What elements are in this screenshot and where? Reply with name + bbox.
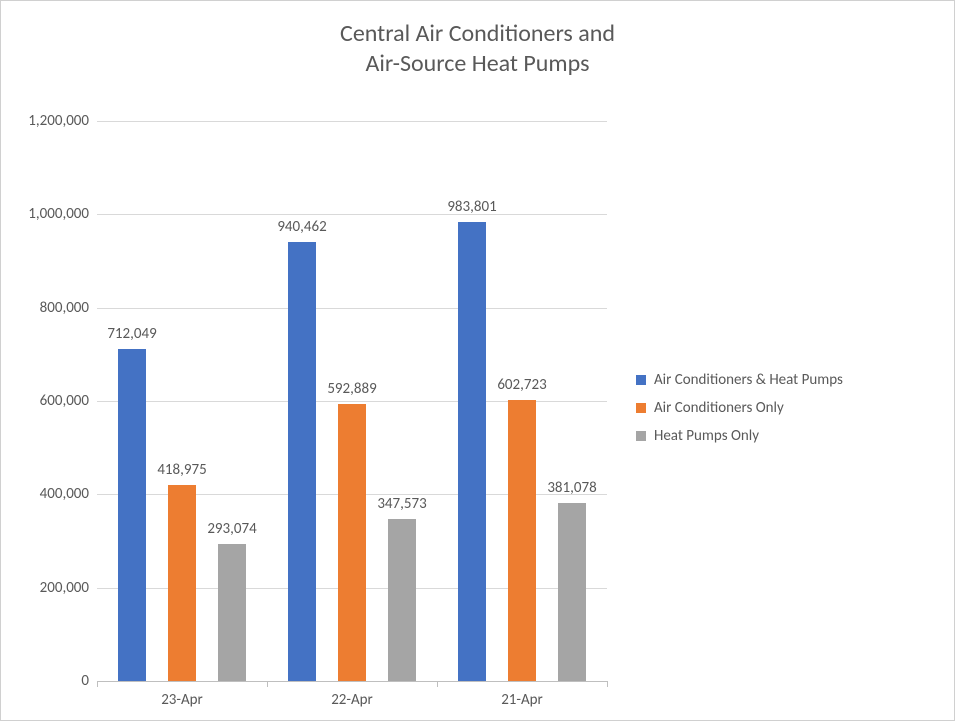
x-axis-tick (97, 681, 98, 687)
bar: 347,573 (388, 519, 416, 681)
y-axis-tick-label: 1,200,000 (28, 112, 97, 130)
bar-data-label: 602,723 (497, 376, 546, 400)
bar: 602,723 (508, 400, 536, 681)
chart-frame: Central Air Conditioners and Air-Source … (0, 0, 955, 721)
bar-data-label: 381,078 (547, 479, 596, 503)
bar: 940,462 (288, 242, 316, 681)
y-axis-tick-label: 400,000 (40, 485, 97, 503)
legend-swatch-ac-only (636, 403, 646, 413)
legend-item-hp-only: Heat Pumps Only (636, 427, 843, 445)
y-axis-tick-label: 800,000 (40, 299, 97, 317)
bar: 712,049 (118, 349, 146, 681)
legend-swatch-ac-and-hp (636, 375, 646, 385)
bar-data-label: 418,975 (157, 461, 206, 485)
y-axis-tick-label: 1,000,000 (28, 205, 97, 223)
x-axis-category-label: 23-Apr (161, 681, 203, 709)
bar: 381,078 (558, 503, 586, 681)
y-axis-tick-label: 200,000 (40, 579, 97, 597)
x-axis-tick (437, 681, 438, 687)
bar: 418,975 (168, 485, 196, 681)
y-axis-tick-label: 600,000 (40, 392, 97, 410)
bar: 592,889 (338, 404, 366, 681)
plot-area: 0200,000400,000600,000800,0001,000,0001,… (97, 121, 607, 681)
y-axis-tick-label: 0 (81, 672, 97, 690)
x-axis-tick (607, 681, 608, 687)
gridline (97, 308, 607, 309)
bar-data-label: 293,074 (207, 520, 256, 544)
bar: 293,074 (218, 544, 246, 681)
legend-label-hp-only: Heat Pumps Only (654, 427, 759, 445)
bar-data-label: 592,889 (327, 380, 376, 404)
x-axis-category-label: 21-Apr (501, 681, 543, 709)
legend-item-ac-and-hp: Air Conditioners & Heat Pumps (636, 371, 843, 389)
chart-title-line1: Central Air Conditioners and (340, 19, 615, 48)
legend-label-ac-and-hp: Air Conditioners & Heat Pumps (654, 371, 843, 389)
gridline (97, 214, 607, 215)
gridline (97, 121, 607, 122)
legend-label-ac-only: Air Conditioners Only (654, 399, 784, 417)
x-axis-category-label: 22-Apr (331, 681, 373, 709)
legend-swatch-hp-only (636, 431, 646, 441)
bar-data-label: 347,573 (377, 495, 426, 519)
bar-data-label: 712,049 (107, 325, 156, 349)
legend-item-ac-only: Air Conditioners Only (636, 399, 843, 417)
chart-title: Central Air Conditioners and Air-Source … (1, 19, 954, 79)
bar-data-label: 940,462 (277, 218, 326, 242)
legend: Air Conditioners & Heat Pumps Air Condit… (636, 361, 843, 455)
chart-title-line2: Air-Source Heat Pumps (366, 49, 590, 78)
bar: 983,801 (458, 222, 486, 681)
x-axis-tick (267, 681, 268, 687)
bar-data-label: 983,801 (447, 198, 496, 222)
